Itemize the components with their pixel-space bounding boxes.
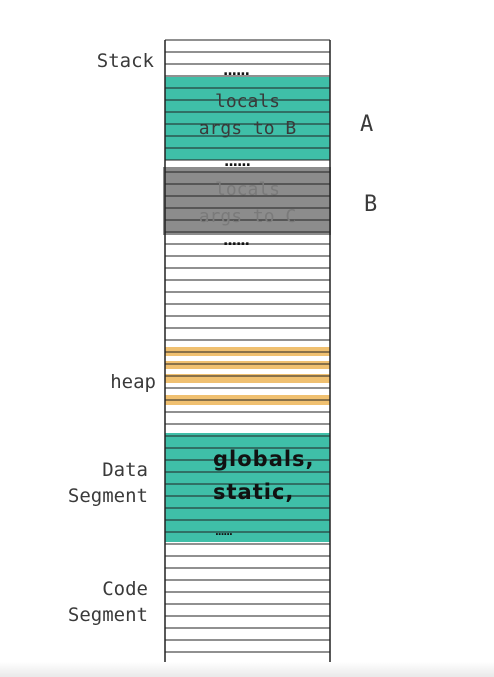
stack-top-ellipsis: ...... <box>223 63 250 79</box>
heap-block-3 <box>165 374 330 383</box>
stack-label: Stack <box>96 50 154 72</box>
frame-a-text: locals args to B <box>198 91 297 139</box>
data-segment-label: Data Segment <box>67 459 148 507</box>
frame-b-letter: B <box>364 192 378 217</box>
stack-frame-b-box <box>163 167 331 235</box>
data-segment-ellipsis: ...... <box>215 527 233 538</box>
data-segment-box <box>165 433 330 542</box>
stack-frame-a-box <box>165 77 330 160</box>
stack-middle-ellipsis: ...... <box>224 154 251 170</box>
memory-row-lines <box>165 39 330 653</box>
heap-block-2 <box>165 361 330 369</box>
data-segment-text: globals, static, <box>213 447 315 504</box>
code-segment-label: Code Segment <box>67 578 148 626</box>
frame-b-text: locals args to C <box>198 179 297 227</box>
stack-bottom-ellipsis: ...... <box>223 233 250 249</box>
frame-a-letter: A <box>360 112 374 137</box>
bottom-shadow <box>0 662 494 677</box>
heap-label: heap <box>110 371 156 393</box>
